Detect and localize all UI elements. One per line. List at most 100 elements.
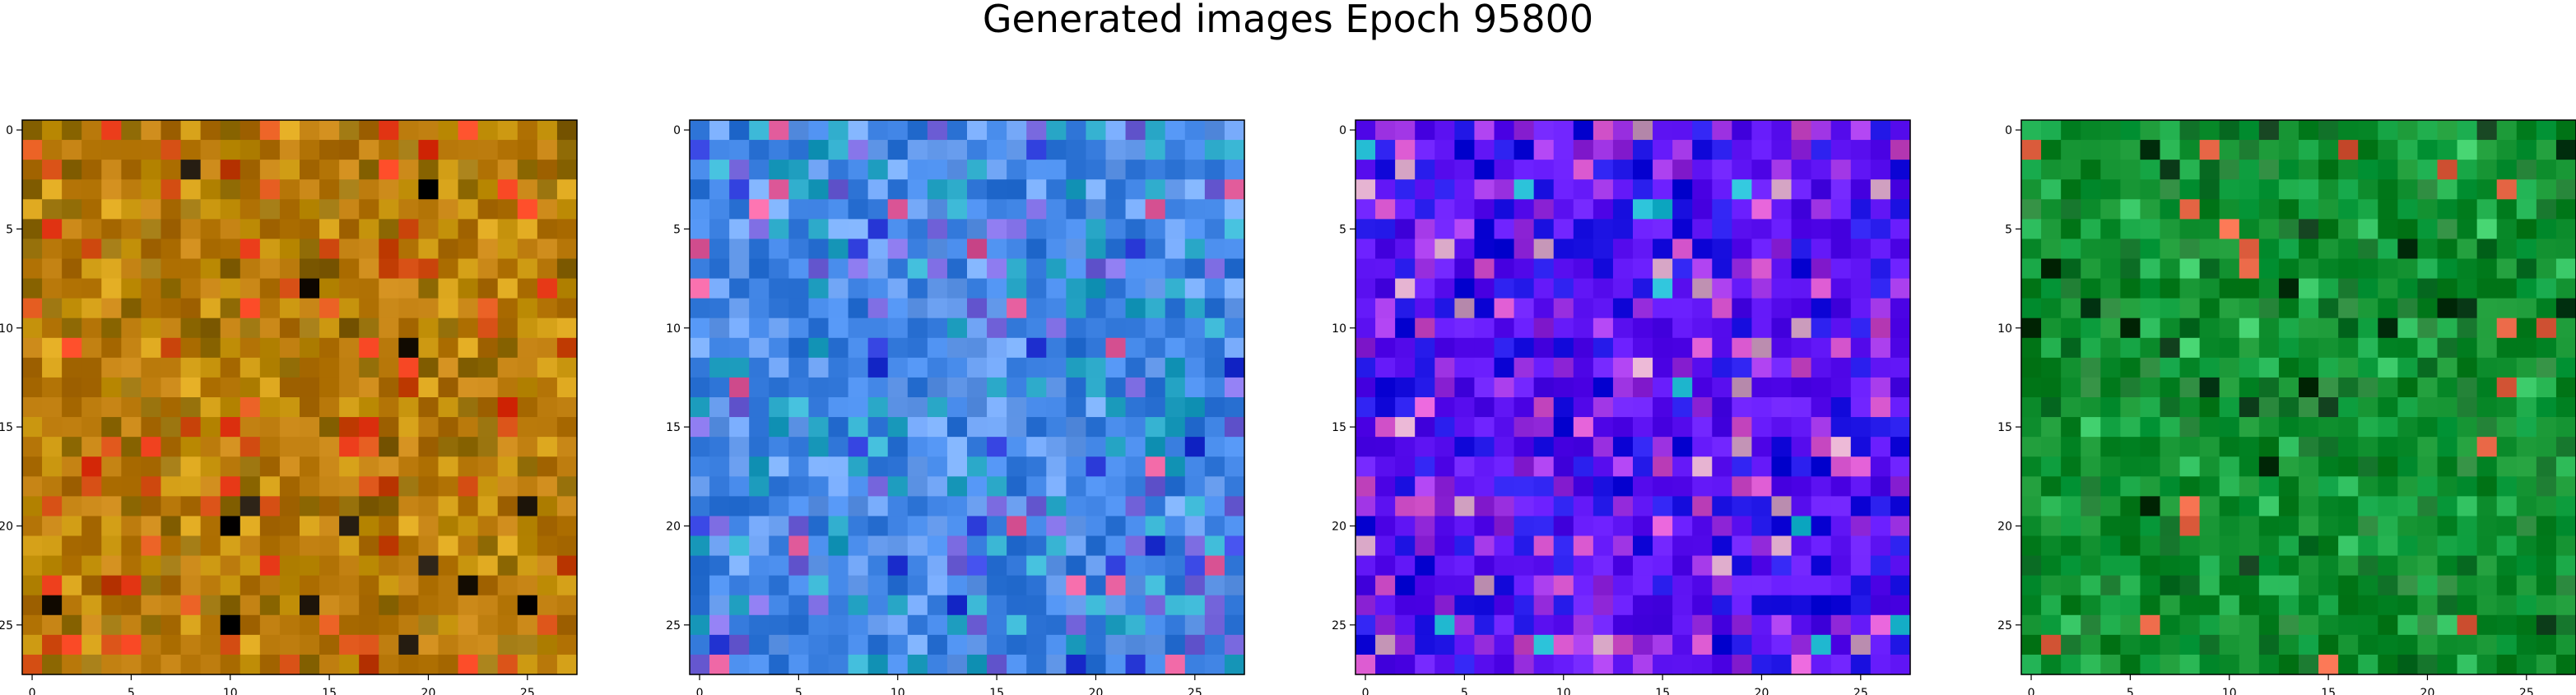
- pixel-cell: [907, 377, 928, 398]
- pixel-cell: [2536, 516, 2557, 537]
- pixel-cell: [62, 456, 82, 477]
- pixel-cell: [729, 199, 750, 220]
- pixel-cell: [2516, 516, 2537, 537]
- pixel-cell: [2516, 239, 2537, 260]
- pixel-cell: [967, 634, 988, 656]
- pixel-cell: [1593, 179, 1614, 200]
- pixel-cell: [1434, 337, 1455, 359]
- pixel-cell: [2041, 634, 2062, 656]
- pixel-cell: [946, 456, 968, 477]
- pixel-cell: [1026, 239, 1047, 260]
- pixel-cell: [1811, 120, 1832, 141]
- pixel-cell: [319, 496, 340, 517]
- pixel-cell: [2219, 317, 2240, 339]
- pixel-cell: [2299, 417, 2319, 438]
- pixel-cell: [1890, 654, 1911, 675]
- pixel-cell: [279, 654, 300, 675]
- pixel-cell: [1395, 654, 1416, 675]
- pixel-cell: [556, 575, 578, 596]
- pixel-cell: [1494, 476, 1515, 497]
- pixel-cell: [2219, 258, 2240, 280]
- pixel-cell: [2358, 634, 2378, 656]
- pixel-cell: [1204, 298, 1225, 319]
- pixel-cell: [2041, 219, 2062, 240]
- pixel-cell: [1850, 595, 1872, 616]
- pixel-cell: [379, 199, 399, 220]
- pixel-cell: [379, 120, 399, 141]
- pixel-cell: [497, 476, 518, 497]
- pixel-cell: [1672, 437, 1693, 457]
- pixel-cell: [517, 140, 538, 160]
- pixel-cell: [1870, 337, 1891, 359]
- pixel-cell: [81, 199, 102, 220]
- pixel-cell: [1105, 179, 1127, 200]
- pixel-cell: [1434, 377, 1455, 398]
- pixel-cell: [1415, 614, 1435, 636]
- pixel-cell: [1830, 317, 1852, 339]
- pixel-cell: [1454, 535, 1476, 557]
- pixel-cell: [2239, 595, 2260, 616]
- pixel-cell: [2199, 496, 2220, 517]
- pixel-cell: [1066, 456, 1087, 477]
- pixel-cell: [1395, 278, 1416, 299]
- pixel-cell: [2100, 555, 2121, 577]
- pixel-cell: [848, 595, 869, 616]
- pixel-cell: [2437, 456, 2458, 477]
- pixel-cell: [848, 357, 869, 378]
- pixel-cell: [1415, 397, 1435, 418]
- pixel-cell: [2516, 614, 2537, 636]
- pixel-cell: [418, 179, 439, 200]
- pixel-cell: [1007, 417, 1027, 438]
- pixel-cell: [690, 654, 710, 675]
- pixel-cell: [259, 397, 281, 418]
- pixel-cell: [1105, 278, 1127, 299]
- pixel-cell: [1653, 575, 1673, 596]
- pixel-cell: [2555, 634, 2576, 656]
- pixel-cell: [477, 298, 499, 319]
- pixel-cell: [729, 437, 750, 457]
- pixel-cell: [848, 476, 869, 497]
- pixel-cell: [1653, 595, 1673, 616]
- pixel-cell: [101, 654, 122, 675]
- pixel-cell: [1086, 337, 1107, 359]
- pixel-cell: [418, 258, 439, 280]
- pixel-cell: [690, 199, 710, 220]
- pixel-cell: [1494, 120, 1515, 141]
- pixel-cell: [2536, 317, 2557, 339]
- pixel-cell: [141, 555, 162, 577]
- pixel-cell: [141, 417, 162, 438]
- pixel-cell: [2516, 179, 2537, 200]
- pixel-cell: [1850, 654, 1872, 675]
- pixel-cell: [319, 278, 340, 299]
- pixel-cell: [2496, 298, 2518, 319]
- pixel-cell: [62, 140, 82, 160]
- pixel-cell: [220, 258, 241, 280]
- pixel-cell: [1712, 595, 1732, 616]
- x-tick-label: 5: [128, 687, 135, 695]
- pixel-cell: [1355, 377, 1376, 398]
- pixel-cell: [556, 199, 578, 220]
- pixel-cell: [1434, 476, 1455, 497]
- pixel-cell: [907, 179, 928, 200]
- pixel-cell: [1086, 595, 1107, 616]
- pixel-cell: [2100, 278, 2121, 299]
- pixel-cell: [556, 417, 578, 438]
- pixel-cell: [2417, 614, 2439, 636]
- pixel-cell: [1474, 397, 1495, 418]
- pixel-cell: [1026, 357, 1047, 378]
- pixel-cell: [2160, 437, 2181, 457]
- pixel-cell: [1633, 614, 1653, 636]
- pixel-cell: [42, 456, 63, 477]
- pixel-cell: [1026, 179, 1047, 200]
- pixel-cell: [2299, 377, 2319, 398]
- pixel-cell: [359, 456, 379, 477]
- pixel-cell: [1573, 199, 1594, 220]
- pixel-cell: [1007, 357, 1027, 378]
- pixel-cell: [1830, 456, 1852, 477]
- pixel-cell: [2457, 337, 2478, 359]
- pixel-cell: [1870, 397, 1891, 418]
- pixel-cell: [1086, 179, 1107, 200]
- pixel-cell: [1712, 278, 1732, 299]
- pixel-cell: [1672, 357, 1693, 378]
- pixel-cell: [319, 239, 340, 260]
